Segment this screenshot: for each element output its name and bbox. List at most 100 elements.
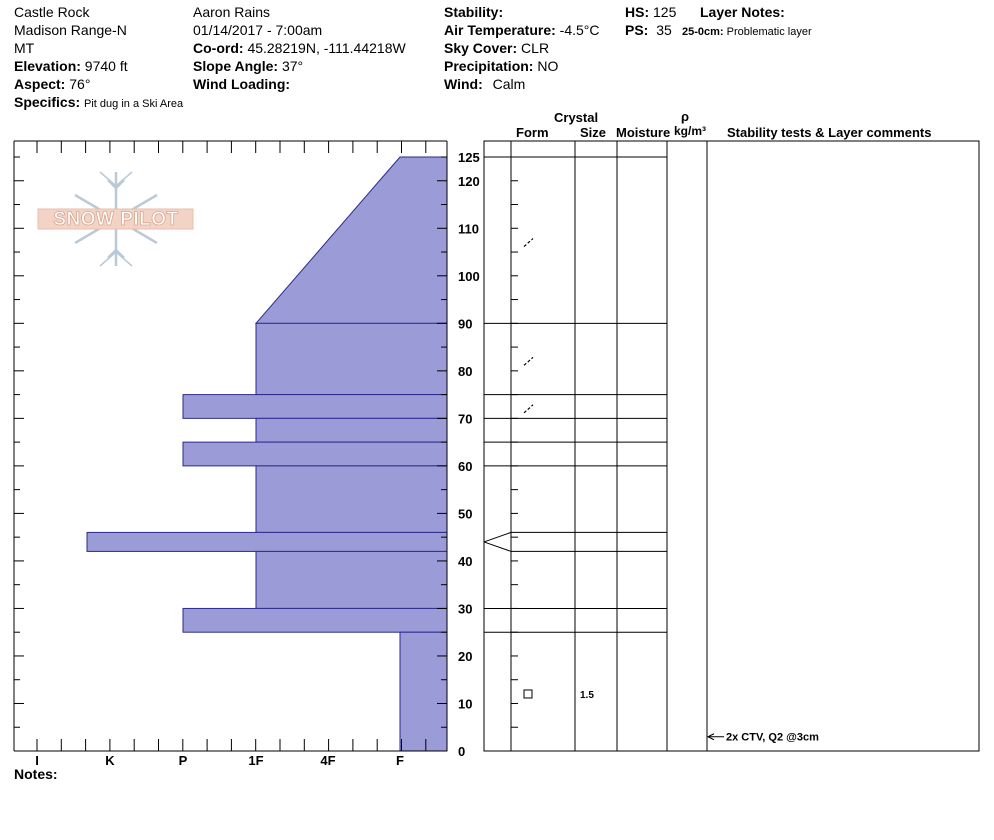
air-temp-row: Air Temperature: -4.5°C	[444, 22, 600, 38]
elevation-value: 9740 ft	[84, 58, 128, 74]
precip-row: Precipitation: NO	[444, 58, 558, 74]
height-tick-label: 20	[458, 649, 472, 664]
wind-value: Calm	[492, 76, 526, 92]
hardness-layer	[255, 417, 448, 443]
location: Castle Rock	[14, 4, 90, 20]
height-tick-label: 110	[458, 221, 479, 236]
snowpilot-logo-text: SNOW PILOT	[53, 209, 178, 230]
moisture-header: Moisture	[616, 125, 671, 140]
stability-tests: 2x CTV, Q2 @3cm	[706, 732, 819, 744]
stability-test-arrowhead	[706, 733, 715, 741]
height-tick-label: 90	[458, 316, 472, 331]
layer-notes-label: Layer Notes:	[700, 4, 785, 20]
wind-row: Wind: Calm	[444, 76, 525, 92]
faceted-crystal-symbol	[523, 689, 533, 699]
sky-label: Sky Cover:	[444, 40, 518, 56]
hardness-layer	[399, 631, 448, 752]
air-temp-label: Air Temperature:	[444, 22, 556, 38]
aspect-value: 76°	[69, 76, 91, 92]
plot-frame	[13, 140, 448, 752]
specifics-label: Specifics:	[14, 94, 81, 110]
ps-row: PS: 35	[625, 22, 672, 38]
hardness-layer	[182, 394, 448, 419]
hardness-layers	[86, 156, 448, 752]
form-header: Form	[516, 125, 549, 140]
sky-row: Sky Cover: CLR	[444, 40, 549, 56]
hardness-tick-label: F	[396, 753, 404, 768]
height-axis-labels: 0 10 20 30 40 50 60 70 80 90 100 110 120 125	[458, 150, 480, 759]
height-tick-label: 40	[458, 554, 472, 569]
hardness-tick-label: P	[179, 753, 188, 768]
coord-row: Co-ord: 45.28219N, -111.44218W	[193, 40, 406, 56]
observer: Aaron Rains	[193, 4, 271, 20]
wind-loading-row: Wind Loading:	[193, 76, 290, 92]
layer-note-row: 25-0cm: Problematic layer	[682, 24, 812, 40]
hardness-layer	[255, 550, 448, 609]
hardness-tick-label: I	[35, 753, 39, 768]
aspect-row: Aspect: 76°	[14, 76, 90, 92]
datetime: 01/14/2017 - 7:00am	[193, 22, 323, 38]
height-tick-label: 70	[458, 411, 472, 426]
precip-label: Precipitation:	[444, 58, 534, 74]
hardness-layer	[86, 531, 448, 552]
coord-value: 45.28219N, -111.44218W	[247, 40, 406, 56]
hardness-layer	[182, 441, 448, 467]
stability-row: Stability:	[444, 4, 503, 20]
sky-value: CLR	[521, 40, 550, 56]
hs-value: 125	[653, 4, 677, 20]
height-tick-label: 60	[458, 459, 472, 474]
stability-comments-header: Stability tests & Layer comments	[727, 125, 932, 140]
layer-note-text: Problematic layer	[726, 26, 812, 38]
crystal-symbols: 1.5	[523, 238, 594, 701]
height-tick-label: 80	[458, 364, 472, 379]
layer-table	[483, 140, 980, 752]
snowpilot-logo-banner: SNOW PILOT	[37, 208, 194, 230]
layer-boundary	[483, 541, 667, 552]
air-temp-value: -4.5°C	[559, 22, 600, 38]
precip-value: NO	[537, 58, 559, 74]
elevation-label: Elevation:	[14, 58, 81, 74]
height-tick-label: 125	[458, 150, 480, 165]
hardness-layer	[255, 465, 448, 533]
height-tick-label: 30	[458, 601, 472, 616]
table-border	[483, 140, 980, 752]
hardness-tick-label: 1F	[248, 753, 263, 768]
crystal-size-label: 1.5	[580, 690, 594, 701]
size-header: Size	[580, 125, 607, 140]
hardness-axis-labels: I K P 1F 4F F	[35, 753, 404, 768]
density-unit-header: kg/m³	[674, 124, 707, 138]
crystal-header: Crystal	[554, 110, 599, 125]
height-tick-label: 10	[458, 696, 472, 711]
aspect-label: Aspect:	[14, 76, 66, 92]
elevation-row: Elevation: 9740 ft	[14, 58, 128, 74]
slope-row: Slope Angle: 37°	[193, 58, 303, 74]
layer-note-range: 25-0cm:	[682, 26, 724, 38]
fragment-crystal-symbol	[523, 356, 534, 366]
height-tick-label: 50	[458, 506, 472, 521]
specifics-row: Specifics: Pit dug in a Ski Area	[14, 94, 183, 112]
wind-label: Wind:	[444, 76, 483, 92]
hardness-layer	[182, 607, 448, 633]
ps-value: 35	[656, 22, 672, 38]
ps-label: PS:	[625, 22, 649, 38]
hardness-tick-label: 4F	[320, 753, 335, 768]
specifics-value: Pit dug in a Ski Area	[84, 98, 184, 110]
height-tick-label: 100	[458, 269, 480, 284]
height-tick-label: 120	[458, 174, 480, 189]
stability-test-label: 2x CTV, Q2 @3cm	[726, 732, 819, 744]
hs-label: HS:	[625, 4, 650, 20]
stability-label: Stability:	[444, 4, 504, 20]
state: MT	[14, 40, 35, 56]
slope-value: 37°	[281, 58, 304, 74]
hardness-layer	[255, 322, 448, 396]
layer-boundary	[483, 531, 667, 543]
fragment-crystal-symbol	[523, 238, 534, 247]
hardness-layer	[254, 156, 448, 324]
range: Madison Range-N	[14, 22, 127, 38]
wind-loading-label: Wind Loading:	[193, 76, 291, 92]
slope-label: Slope Angle:	[193, 58, 279, 74]
fragment-crystal-symbol	[523, 404, 534, 414]
rho-header: ρ	[681, 109, 690, 124]
hs-row: HS: 125	[625, 4, 676, 20]
